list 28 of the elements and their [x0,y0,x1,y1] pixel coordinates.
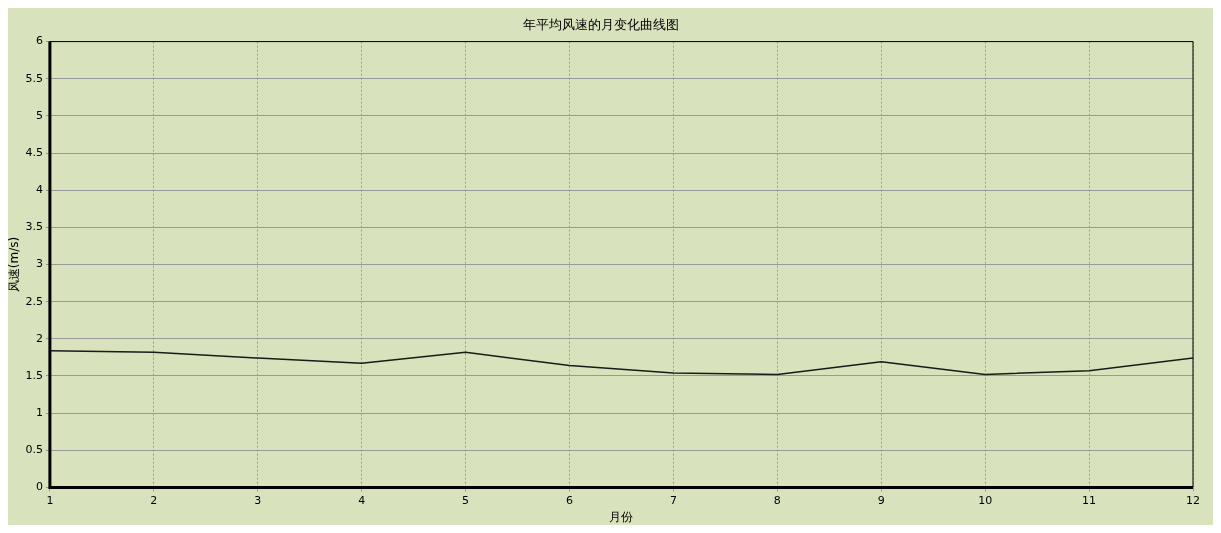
x-tick-label: 12 [1186,493,1200,507]
x-tick-label: 11 [1082,493,1097,507]
x-tick-label: 8 [773,493,781,507]
y-tick-label: 5 [35,108,43,122]
y-tick-label: 4.5 [25,145,43,159]
x-tick-label: 3 [254,493,262,507]
y-axis-title: 风速(m/s) [7,236,22,293]
x-tick-label: 2 [150,493,158,507]
y-tick-label: 2 [35,331,43,345]
y-tick-label: 1 [35,405,43,419]
x-tick-label: 4 [358,493,366,507]
x-tick-label: 1 [46,493,54,507]
y-tick-label: 3.5 [25,220,43,234]
chart-title: 年平均风速的月变化曲线图 [522,17,679,33]
x-axis-title: 月份 [609,509,634,524]
y-tick-label: 2.5 [25,294,43,308]
y-tick-label: 4 [35,183,43,197]
x-tick-label: 10 [978,493,993,507]
y-tick-label: 1.5 [25,368,43,382]
y-tick-label: 6 [35,34,43,48]
y-tick-label: 0.5 [25,443,43,457]
y-tick-label: 5.5 [25,71,43,85]
y-tick-label: 0 [35,480,43,494]
x-tick-label: 6 [565,493,573,507]
x-tick-label: 7 [669,493,677,507]
x-tick-label: 9 [877,493,885,507]
y-tick-label: 3 [35,257,43,271]
x-tick-label: 5 [462,493,470,507]
